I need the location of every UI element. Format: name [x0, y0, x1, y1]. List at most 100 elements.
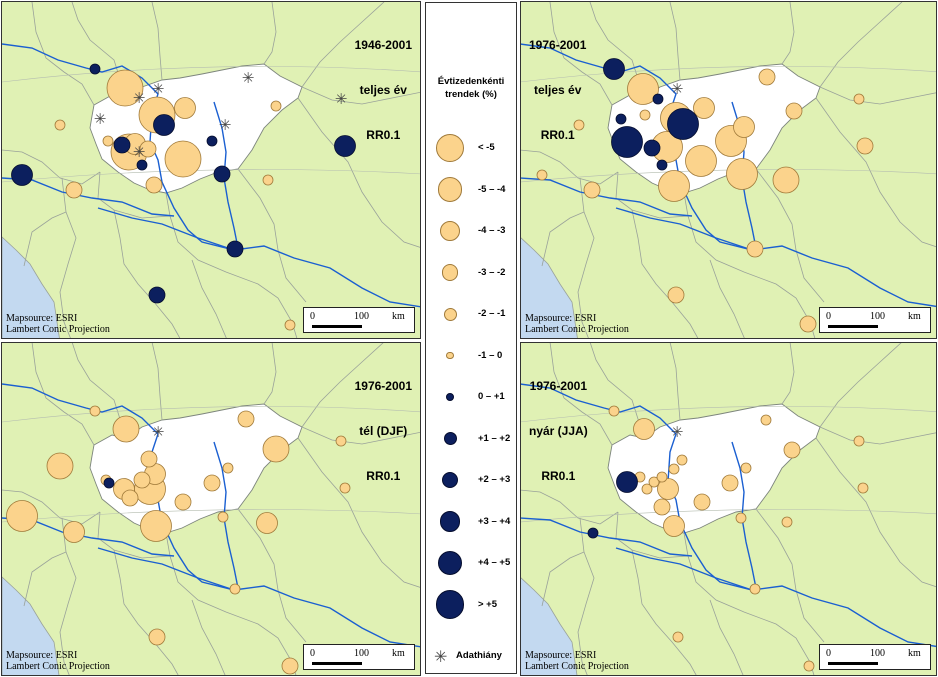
- country-border: [631, 209, 699, 338]
- graticule-line: [2, 509, 420, 523]
- station-negative-trend: [641, 483, 653, 495]
- station-positive-trend: [213, 165, 231, 183]
- station-negative-trend: [174, 493, 192, 511]
- station-negative-trend: [140, 510, 172, 542]
- station-negative-trend: [633, 418, 655, 440]
- country-border: [589, 343, 645, 439]
- country-border: [301, 343, 384, 428]
- station-negative-trend: [733, 116, 755, 138]
- legend-label: < -5: [478, 142, 495, 153]
- scale-zero: 0: [310, 648, 315, 659]
- map-source: Mapsource: ESRI Lambert Conic Projection: [6, 650, 110, 672]
- station-negative-trend: [726, 158, 758, 190]
- map-title-season: teljes év: [534, 83, 582, 97]
- adriatic-sea: [521, 577, 578, 675]
- map-panel-1976-2001-summer: ✳ 1976-2001 nyár (JJA) RR0.1 Mapsource: …: [520, 342, 937, 676]
- legend-label: > +5: [478, 598, 498, 610]
- map-title: 1946-2001 teljes év RR0.1: [355, 8, 412, 173]
- station-negative-trend: [222, 462, 234, 474]
- country-border: [521, 149, 619, 185]
- station-negative-trend: [164, 140, 202, 178]
- country-border: [151, 2, 163, 81]
- scale-hundred: 100: [354, 648, 369, 659]
- legend-title: Évtizedenkénti trendek (%): [426, 75, 516, 101]
- legend-positive-symbol: [435, 590, 465, 619]
- station-negative-trend: [217, 511, 229, 523]
- graticule-line: [2, 406, 420, 423]
- station-negative-trend: [284, 319, 296, 331]
- country-border: [263, 343, 277, 405]
- country-border: [191, 259, 227, 338]
- station-positive-trend: [113, 136, 131, 154]
- scale-bar-line: [828, 325, 878, 328]
- map-geography: [521, 343, 936, 675]
- missing-data-marker: ✳: [94, 110, 107, 128]
- country-border: [819, 2, 903, 88]
- adriatic-sea: [2, 236, 60, 338]
- station-negative-trend: [112, 415, 140, 443]
- country-border: [781, 2, 795, 65]
- scale-bar: 0 100 km: [819, 644, 931, 670]
- country-border: [669, 343, 681, 421]
- scale-hundred: 100: [870, 311, 885, 322]
- scale-bar-line: [312, 325, 362, 328]
- map-title-period: 1976-2001: [354, 379, 412, 393]
- legend-item: -1 – 0: [426, 350, 516, 361]
- country-border: [669, 2, 681, 81]
- station-negative-trend: [65, 181, 83, 199]
- station-positive-trend: [667, 108, 699, 140]
- station-negative-trend: [853, 435, 865, 447]
- map-title: 1976-2001 nyár (JJA) RR0.1: [529, 349, 588, 514]
- graticule-line: [2, 169, 420, 183]
- scale-zero: 0: [826, 648, 831, 659]
- legend-negative-symbol: [443, 307, 457, 321]
- legend-negative-symbol: [439, 220, 461, 242]
- station-negative-trend: [663, 515, 685, 537]
- map-title: 1976-2001 teljes év RR0.1: [529, 8, 586, 173]
- legend-item: 0 – +1: [426, 391, 516, 402]
- station-positive-trend: [615, 113, 627, 125]
- station-negative-trend: [857, 482, 869, 494]
- country-border: [237, 168, 307, 303]
- station-negative-trend: [672, 631, 684, 643]
- scale-bar-line: [312, 662, 362, 665]
- station-negative-trend: [721, 474, 739, 492]
- map-source-text: Mapsource: ESRI: [6, 313, 78, 324]
- country-border: [237, 508, 307, 643]
- station-positive-trend: [136, 159, 148, 171]
- country-border: [165, 532, 297, 675]
- missing-data-marker: ✳: [152, 80, 165, 98]
- country-border: [23, 211, 67, 267]
- station-negative-trend: [133, 471, 151, 489]
- legend-item: +2 – +3: [426, 471, 516, 489]
- station-negative-trend: [262, 174, 274, 186]
- station-negative-trend: [270, 100, 282, 112]
- station-negative-trend: [145, 176, 163, 194]
- scale-hundred: 100: [354, 311, 369, 322]
- missing-data-marker: ✳: [335, 90, 348, 108]
- station-negative-trend: [281, 657, 299, 675]
- missing-data-marker: ✳: [133, 89, 146, 107]
- map-geography: [2, 2, 420, 338]
- station-negative-trend: [668, 463, 680, 475]
- river: [97, 547, 235, 591]
- station-negative-trend: [256, 512, 278, 534]
- legend-label: +4 – +5: [478, 557, 511, 568]
- map-source: Mapsource: ESRI Lambert Conic Projection: [6, 313, 110, 335]
- station-negative-trend: [803, 660, 815, 672]
- map-title-season: teljes év: [359, 83, 407, 97]
- country-border: [297, 97, 420, 248]
- legend-item: -2 – -1: [426, 307, 516, 321]
- river: [615, 207, 753, 251]
- map-title-season: tél (DJF): [359, 424, 408, 438]
- station-negative-trend: [653, 498, 671, 516]
- map-source-text: Mapsource: ESRI: [525, 313, 597, 324]
- station-negative-trend: [583, 181, 601, 199]
- map-projection-text: Lambert Conic Projection: [525, 324, 629, 335]
- map-source: Mapsource: ESRI Lambert Conic Projection: [525, 313, 629, 335]
- station-negative-trend: [139, 140, 157, 158]
- map-canvas: ✳: [521, 2, 936, 338]
- country-border: [755, 508, 825, 643]
- country-border: [113, 209, 181, 338]
- legend-label: -1 – 0: [478, 349, 503, 361]
